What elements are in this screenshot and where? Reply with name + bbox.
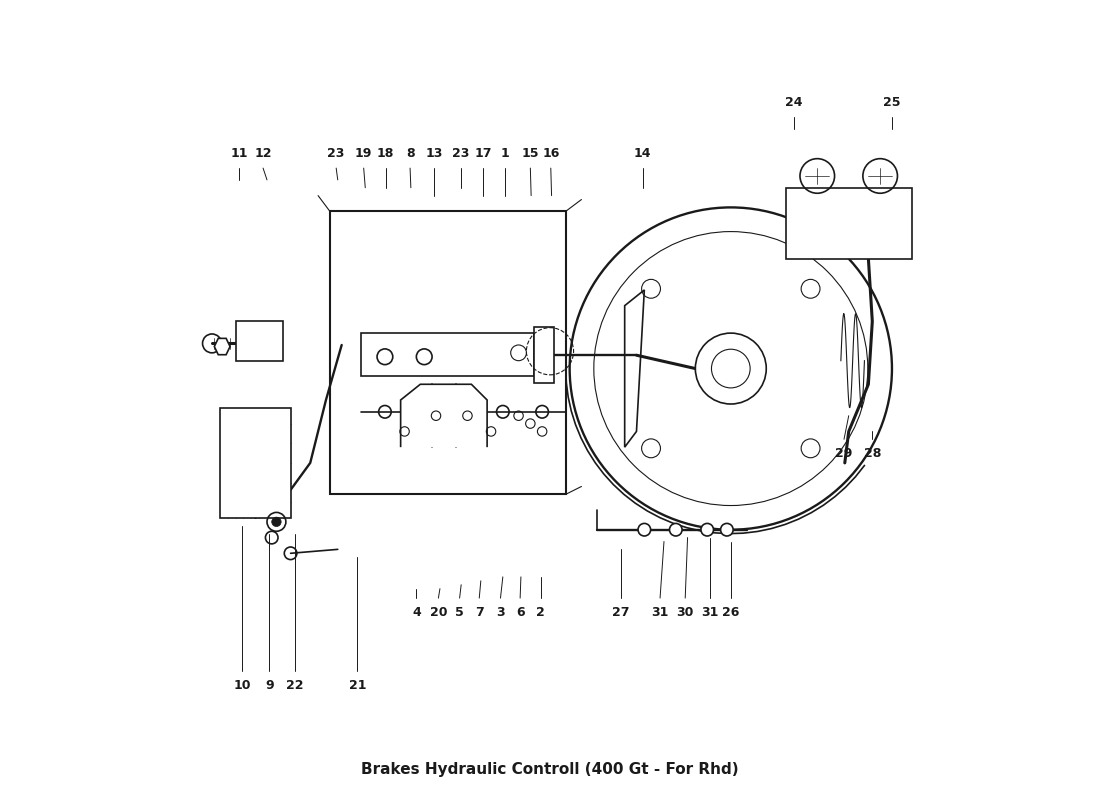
Text: 20: 20: [430, 606, 447, 619]
Text: 29: 29: [835, 447, 852, 460]
Bar: [785, 188, 912, 258]
Circle shape: [594, 231, 868, 506]
Text: 21: 21: [349, 679, 366, 692]
Text: 19: 19: [355, 147, 373, 160]
Text: Brakes Hydraulic Controll (400 Gt - For Rhd): Brakes Hydraulic Controll (400 Gt - For …: [361, 762, 739, 778]
Bar: [220, 408, 290, 518]
Circle shape: [712, 350, 750, 388]
Text: 17: 17: [474, 147, 492, 160]
Circle shape: [695, 333, 767, 404]
Text: 13: 13: [426, 147, 443, 160]
Circle shape: [638, 523, 650, 536]
Text: 25: 25: [883, 96, 901, 109]
Text: 3: 3: [496, 606, 505, 619]
Text: 6: 6: [516, 606, 525, 619]
Text: 31: 31: [701, 606, 718, 619]
Circle shape: [720, 523, 734, 536]
Text: 31: 31: [651, 606, 669, 619]
Text: 9: 9: [265, 679, 274, 692]
Text: 2: 2: [536, 606, 544, 619]
Text: 22: 22: [286, 679, 304, 692]
Text: 26: 26: [722, 606, 739, 619]
Bar: [330, 211, 565, 494]
Text: 23: 23: [452, 147, 470, 160]
Polygon shape: [214, 338, 230, 354]
Text: 5: 5: [455, 606, 464, 619]
Text: 14: 14: [634, 147, 651, 160]
Circle shape: [570, 207, 892, 530]
Bar: [235, 322, 283, 361]
Text: 10: 10: [233, 679, 251, 692]
Text: 15: 15: [521, 147, 539, 160]
Polygon shape: [625, 290, 645, 447]
Text: 1: 1: [500, 147, 509, 160]
Text: 16: 16: [542, 147, 560, 160]
Text: 23: 23: [328, 147, 345, 160]
Circle shape: [670, 523, 682, 536]
Text: 12: 12: [254, 147, 272, 160]
Text: 4: 4: [412, 606, 420, 619]
Text: 30: 30: [676, 606, 694, 619]
Text: 11: 11: [231, 147, 249, 160]
Text: 28: 28: [864, 447, 881, 460]
Bar: [361, 333, 535, 377]
Text: 7: 7: [475, 606, 484, 619]
Bar: [535, 327, 554, 382]
Circle shape: [701, 523, 714, 536]
Text: 27: 27: [612, 606, 629, 619]
Polygon shape: [400, 384, 487, 447]
Text: 8: 8: [406, 147, 415, 160]
Text: 24: 24: [785, 96, 802, 109]
Text: 18: 18: [377, 147, 395, 160]
Circle shape: [272, 517, 282, 526]
